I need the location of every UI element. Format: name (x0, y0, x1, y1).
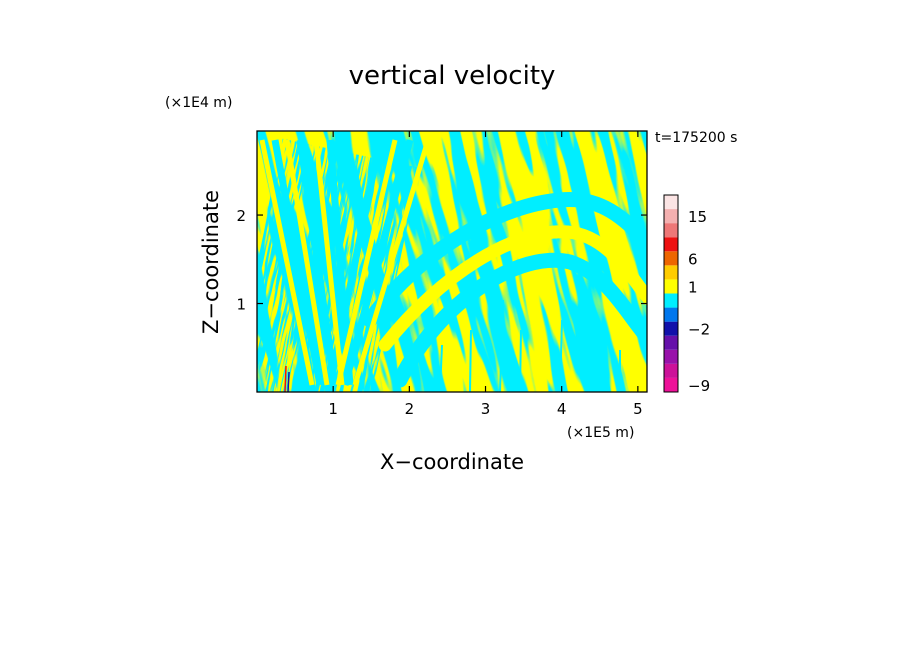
colorbar-level-1 (664, 377, 678, 392)
x-tick-label-3: 3 (481, 400, 491, 418)
negative-arc-upper (362, 191, 647, 328)
y-axis-label: Z−coordinate (199, 190, 223, 334)
x-tick-label-5: 5 (633, 400, 643, 418)
colorbar-level-2 (664, 363, 678, 378)
colorbar-level-11 (664, 237, 678, 252)
colorbar-frame (663, 194, 679, 393)
surface-feature-red (284, 365, 287, 392)
x-tick-label-2: 2 (405, 400, 415, 418)
plot-field (257, 131, 647, 392)
colorbar-label-10: 6 (688, 250, 698, 268)
surface-feature-blue (287, 371, 290, 392)
x-unit-label: (×1E5 m) (567, 425, 634, 441)
colorbar-level-5 (664, 321, 678, 336)
positive-fan-right (335, 139, 431, 386)
y-axis-ticks: 12 (236, 207, 647, 314)
time-label: t=175200 s (655, 130, 737, 146)
x-axis-ticks: 1 2 3 4 5 (328, 131, 643, 418)
colorbar-level-6 (664, 307, 678, 322)
colorbar: −9 −2 1 6 15 (663, 194, 710, 395)
colorbar-label-8: 1 (688, 278, 698, 296)
colorbar-label-13: 15 (688, 208, 707, 226)
colorbar-level-14 (664, 195, 678, 210)
negative-arc-lower (392, 252, 647, 388)
y-tick-label-2: 2 (236, 207, 246, 225)
chart-title: vertical velocity (349, 61, 556, 91)
colorbar-level-10 (664, 251, 678, 266)
colorbar-level-12 (664, 223, 678, 238)
colorbar-level-7 (664, 293, 678, 308)
colorbar-level-9 (664, 265, 678, 280)
colorbar-level-8 (664, 279, 678, 294)
x-tick-label-1: 1 (328, 400, 338, 418)
colorbar-label-5: −2 (688, 321, 710, 339)
colorbar-label-1: −9 (688, 377, 710, 395)
x-tick-label-4: 4 (557, 400, 567, 418)
positive-fan-left (259, 139, 345, 386)
near-surface-streaks (439, 299, 621, 392)
y-tick-label-1: 1 (236, 296, 246, 314)
positive-arc (378, 225, 647, 352)
y-unit-label: (×1E4 m) (165, 95, 232, 111)
colorbar-level-4 (664, 335, 678, 350)
plot-frame (256, 130, 648, 393)
colorbar-level-3 (664, 349, 678, 364)
x-axis-label: X−coordinate (380, 450, 524, 474)
colorbar-level-13 (664, 209, 678, 224)
